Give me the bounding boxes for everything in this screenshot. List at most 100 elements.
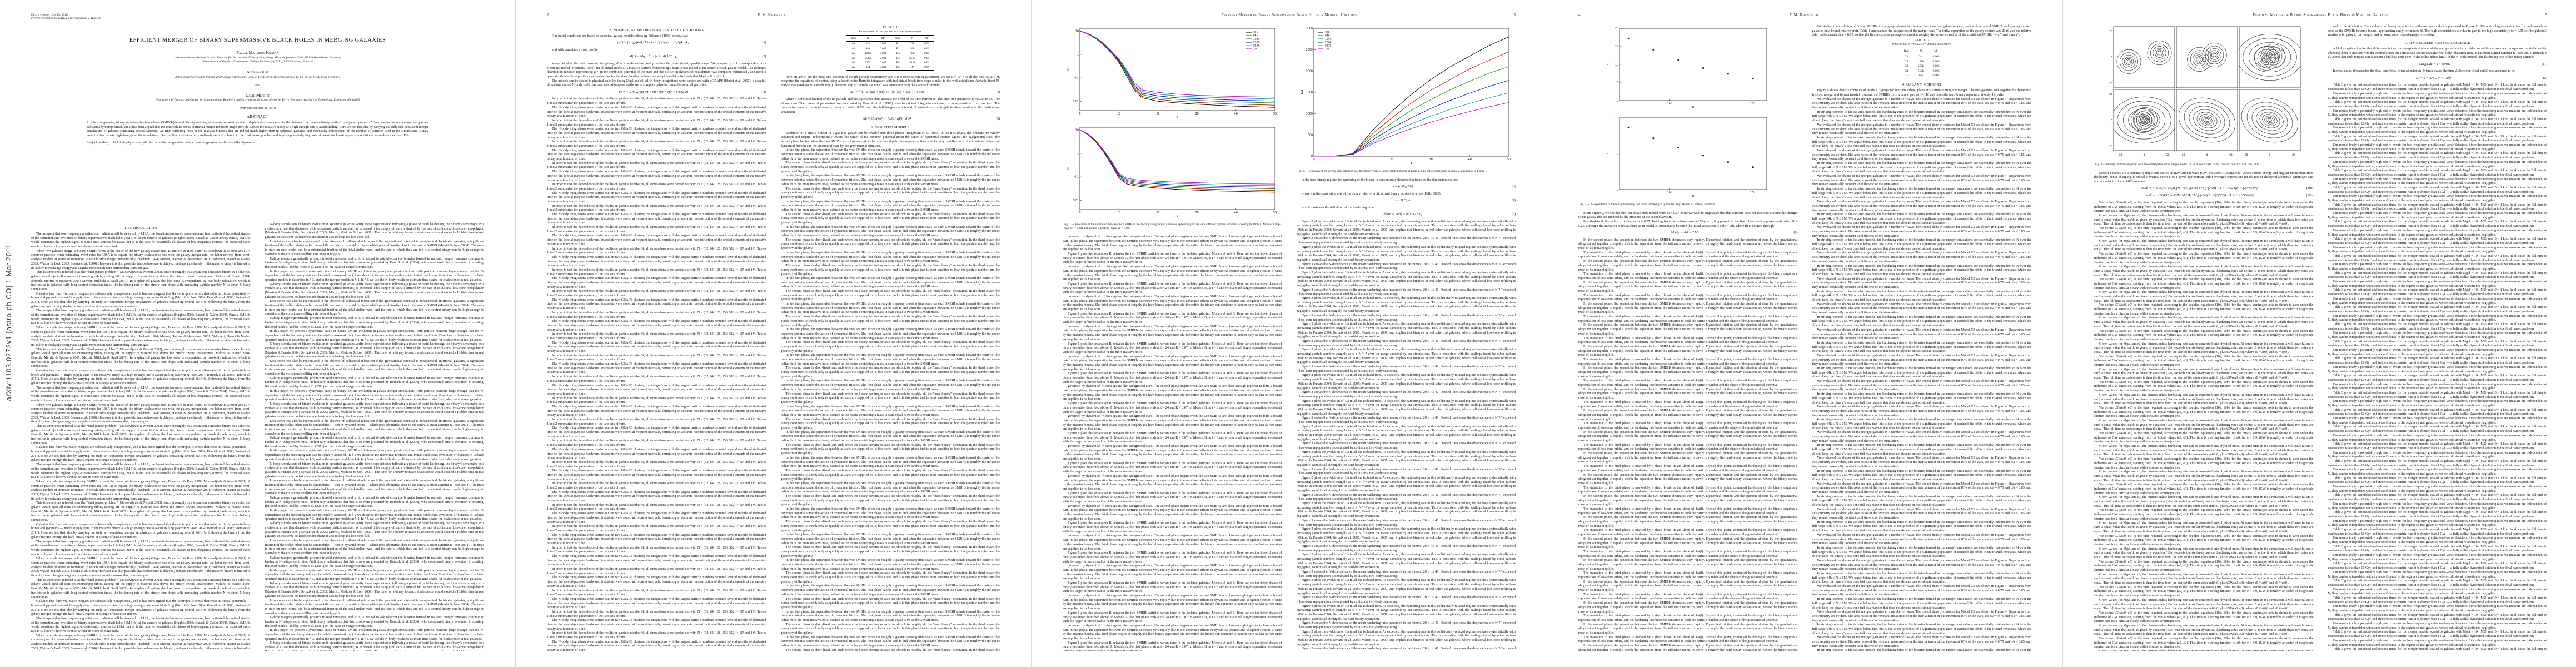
svg-text:50: 50 <box>1273 112 1277 116</box>
body-paragraph: The transition to the third phase is mar… <box>1578 250 1798 259</box>
body-paragraph: Given values for Mgal and r0, the dimens… <box>2094 495 2314 508</box>
body-paragraph: In order to test the dependence of the r… <box>547 182 766 191</box>
body-paragraph: governed by dynamical friction against t… <box>1063 324 1282 341</box>
body-paragraph: governed by dynamical friction against t… <box>1063 534 1282 551</box>
svg-text:512k: 512k <box>1325 44 1332 48</box>
equation: Δt = s⁻¹ (1/aGW − 1/af) (12) <box>2328 76 2547 81</box>
body-paragraph: In this paper we present a systematic st… <box>265 389 485 402</box>
body-paragraph: In this paper we present a systematic st… <box>265 628 485 641</box>
svg-text:20: 20 <box>1157 211 1160 215</box>
svg-text:1: 1 <box>1077 152 1079 156</box>
body-paragraph: In striking contrast to the isolated mod… <box>1812 315 2032 328</box>
body-paragraph: Galaxy mergers generically produce triax… <box>265 615 485 628</box>
table-cell: 128k <box>865 52 871 56</box>
body-paragraph: The prospect that low-frequency gravitat… <box>31 539 251 556</box>
body-paragraph: This is sometimes referred to as the “fi… <box>31 347 251 369</box>
body-paragraph: The N-body integrations were carried out… <box>547 469 766 481</box>
equation: Δti = [ η ( |ai||äi| + |ȧi|² ) / ( |ȧi||… <box>781 90 1000 94</box>
body-paragraph: In the first phase, the separation betwe… <box>780 609 1000 622</box>
body-paragraph: governed by dynamical friction against t… <box>1063 414 1282 431</box>
body-paragraph: Given values for Mgal and r0, the dimens… <box>2094 623 2314 636</box>
body-paragraph: In the first phase, the separation betwe… <box>780 404 1000 417</box>
body-paragraph: Our results imply a potentially high rat… <box>2328 553 2548 561</box>
body-paragraph: Figure 2 plots the evolution of 1/a in a… <box>1296 501 1516 519</box>
body-paragraph: The second phase is short-lived, and end… <box>780 340 1000 353</box>
body-paragraph: The transition to the third phase is mar… <box>1578 272 1798 280</box>
body-paragraph: In striking contrast to the isolated mod… <box>1812 571 2032 584</box>
table-cell: 0.01 <box>919 65 934 71</box>
body-paragraph: Our results imply a potentially high rat… <box>2328 245 2548 254</box>
svg-text:25: 25 <box>2229 153 2233 157</box>
equation-body: thard ≡ |a/ȧ| = σ/(H G ρ a) <box>1383 212 1423 216</box>
body-paragraph: Table 3 gives the estimated coalescence … <box>2328 134 2548 143</box>
svg-text:32k: 32k <box>1253 31 1258 34</box>
svg-text:1: 1 <box>1077 53 1079 57</box>
body-paragraph: Our results imply a potentially high rat… <box>2328 262 2548 271</box>
body-paragraph: In the first phase, the separation betwe… <box>780 558 1000 571</box>
table-cell: 0.005 <box>1932 69 1940 73</box>
body-paragraph: Figure 1 plots the separation R between … <box>1063 431 1282 444</box>
body-paragraph: Galaxies that form via major mergers are… <box>31 599 251 616</box>
body-paragraph: This is sometimes referred to as the “fi… <box>31 578 251 599</box>
svg-text:s: s <box>1606 152 1610 154</box>
body-paragraph: In the first phase, the separation betwe… <box>780 635 1000 648</box>
body-paragraph: In the second phase, the separation betw… <box>1578 280 1798 293</box>
body-paragraph: Table 3 gives the estimated coalescence … <box>2328 271 2548 280</box>
body-paragraph: In striking contrast to the isolated mod… <box>1812 623 2032 635</box>
body-paragraph: Table 3 gives the estimated coalescence … <box>2328 83 2548 92</box>
body-paragraph: In the second phase, the separation betw… <box>1578 409 1798 421</box>
table-row: A2 64k 0.001 B2 64k 0.01 <box>846 47 934 51</box>
svg-text:1M: 1M <box>1325 48 1329 51</box>
svg-text:50: 50 <box>1273 211 1277 215</box>
body-paragraph: The transition to the third phase is mar… <box>1578 315 1798 323</box>
author-affiliation: Department of Physics and Center for Com… <box>155 98 360 102</box>
body-paragraph: In most cases, t0 exceeded the final tim… <box>2333 69 2515 73</box>
body-paragraph: In striking contrast to the isolated mod… <box>1812 392 2032 405</box>
figure-caption: Fig. 4.— Density contours projected onto… <box>2095 163 2259 166</box>
body-paragraph: Our results imply a potentially high rat… <box>2328 108 2548 117</box>
body-paragraph: Galaxies that form via major mergers are… <box>31 522 251 539</box>
body-paragraph: Our initial conditions are based on sphe… <box>552 34 689 38</box>
body-paragraph: Table 3 gives the estimated coalescence … <box>2328 630 2548 639</box>
body-paragraph: The second phase is short-lived, and end… <box>780 468 1000 481</box>
body-paragraph: The second phase is short-lived, and end… <box>780 391 1000 404</box>
body-paragraph: We define tGW(a0, e0) as the time requir… <box>2094 380 2314 393</box>
body-paragraph: N-body simulations of binary evolution i… <box>265 581 485 598</box>
section-heading: 1. INTRODUCTION <box>124 226 157 230</box>
body-paragraph: The prospect that low-frequency gravitat… <box>31 616 251 633</box>
equation: s = H Gρ/σ (7) <box>1297 198 1516 203</box>
body-paragraph: The second phase is short-lived, and end… <box>780 263 1000 276</box>
body-paragraph: In the second phase, the separation betw… <box>1578 237 1798 251</box>
table-cell: 0.01 <box>924 42 930 46</box>
body-paragraph: Given values for Mgal and r0, the dimens… <box>2094 392 2314 406</box>
body-paragraph: We define tGW(a0, e0) as the time requir… <box>2094 431 2314 444</box>
body-paragraph: Figure 1 plots the separation R between … <box>1063 401 1282 414</box>
and-word: and <box>255 82 260 87</box>
body-paragraph: The transition to the third phase is mar… <box>1578 485 1798 494</box>
table-cell: C3 <box>1905 64 1909 68</box>
body-paragraph: The transition to the third phase is mar… <box>1578 400 1798 409</box>
body-paragraph: Galaxy mergers generically produce triax… <box>265 256 485 269</box>
equation-body: de/dt = −(304/15) e G³M₁M₂(M₁+M₂)/(c⁵a⁴(… <box>2144 193 2254 198</box>
equation-body: Fi = −G mi Σj mj (ri − rj) / (|ri − rj|²… <box>619 89 689 94</box>
running-header: 4 F. M. Khan et al. <box>1578 13 2031 17</box>
body-paragraph: Figure 2 plots the evolution of 1/a in a… <box>1296 270 1516 288</box>
body-paragraph: The second phase is short-lived, and end… <box>780 186 1000 199</box>
svg-text:1M: 1M <box>1253 48 1257 51</box>
equation-body: M(r) = Mgal [ r / (r + r0) ]^(3−γ) <box>629 54 678 59</box>
svg-text:2500: 2500 <box>1306 48 1313 52</box>
left-column: -25 0 25 -25 0 25 -25 0 25 25 0 -25 25 0 -25 Fig. 4.— D… <box>2094 24 2314 651</box>
body-paragraph: Our results imply a potentially high rat… <box>2328 228 2548 237</box>
body-paragraph: Table 3 gives the estimated coalescence … <box>2328 561 2548 570</box>
body-paragraph: We evaluated the shapes of the merged ga… <box>1812 558 2032 571</box>
body-paragraph: In striking contrast to the isolated mod… <box>1812 417 2032 430</box>
subject-headings: Subject headings: black hole physics — g… <box>87 141 255 145</box>
body-paragraph: The second phase is short-lived, and end… <box>780 289 1000 302</box>
body-paragraph: Table 3 gives the estimated coalescence … <box>2328 253 2548 262</box>
body-paragraph: Table 3 gives the estimated coalescence … <box>2328 237 2548 245</box>
equation-number: (8) <box>1512 213 1516 217</box>
body-paragraph: Evolution of a binary SMBH in a gas-free… <box>780 131 1000 148</box>
body-paragraph: Given values for Mgal and r0, the dimens… <box>2094 546 2314 559</box>
body-paragraph: Figure 2 plots the evolution of 1/a in a… <box>1296 219 1516 236</box>
body-paragraph: Figure 1 plots the separation R between … <box>1063 281 1282 295</box>
